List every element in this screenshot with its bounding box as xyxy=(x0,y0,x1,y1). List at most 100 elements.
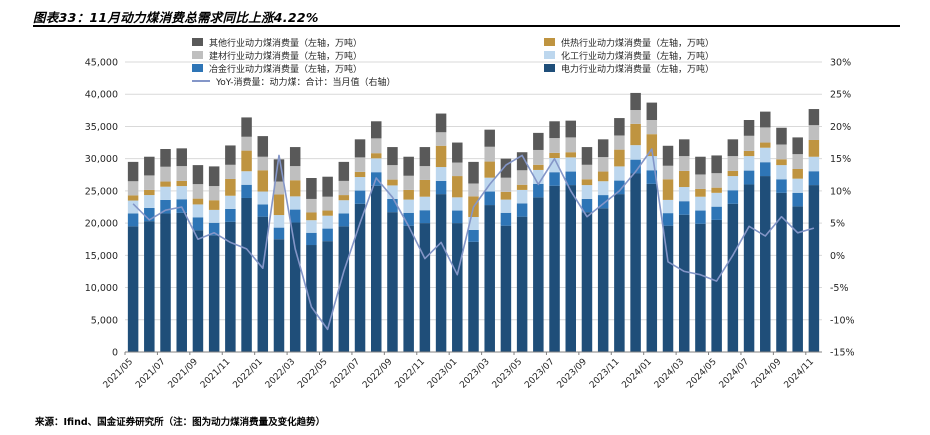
bar-segment-chemical xyxy=(468,216,479,230)
bar-segment-chemical xyxy=(727,176,739,191)
y-axis-right-label: 15% xyxy=(830,154,851,165)
x-axis-label: 2024/03 xyxy=(653,357,687,391)
bar-segment-heating xyxy=(776,159,787,166)
chart-legend: 其他行业动力煤消费量（左轴，万吨） 建材行业动力煤消费量（左轴，万吨） 冶金行业动力… xyxy=(192,37,715,88)
bar-segment-power xyxy=(597,208,609,352)
bar-segment-other xyxy=(289,147,301,167)
bar-segment-building xyxy=(354,157,366,172)
bar-segment-heating xyxy=(289,180,301,197)
bar-segment-power xyxy=(192,230,204,352)
series-swatch-icon xyxy=(192,38,203,46)
x-axis-label: 2024/07 xyxy=(718,357,752,391)
bar-segment-power xyxy=(273,239,285,352)
bar-segment-building xyxy=(338,180,350,196)
figure-footer: 来源：Ifind、国金证券研究所（注：图为动力煤消费量及变化趋势） xyxy=(35,414,325,428)
bar-segment-other xyxy=(306,178,317,199)
bar-segment-power xyxy=(727,203,739,352)
bar-segment-building xyxy=(565,137,577,153)
bar-segment-chemical xyxy=(452,197,463,211)
bar-segment-heating xyxy=(419,179,431,197)
bar-segment-metallurgy xyxy=(338,213,350,227)
bar-segment-metallurgy xyxy=(192,217,204,231)
bar-segment-heating xyxy=(678,170,690,188)
bar-segment-power xyxy=(176,212,187,352)
bar-segment-other xyxy=(630,92,641,111)
bar-segment-heating xyxy=(792,168,803,179)
bar-segment-heating xyxy=(160,181,171,187)
legend-label: 供热行业动力煤消费量（左轴，万吨） xyxy=(561,38,715,49)
bar-segment-other xyxy=(176,148,187,167)
bar-segment-power xyxy=(743,184,755,352)
bar-segment-metallurgy xyxy=(808,171,820,186)
bar-segment-other xyxy=(533,132,544,150)
y-axis-right-label: 10% xyxy=(830,186,851,197)
x-axis-label: 2022/09 xyxy=(361,357,395,391)
bar-segment-chemical xyxy=(695,196,706,211)
bar-segment-building xyxy=(289,166,301,181)
bar-segment-other xyxy=(257,136,269,157)
bar-segment-building xyxy=(241,136,252,151)
bar-segment-power xyxy=(144,221,155,352)
bar-segment-other xyxy=(370,121,382,139)
bar-segment-building xyxy=(581,164,593,180)
bar-segment-metallurgy xyxy=(144,207,155,222)
bar-segment-heating xyxy=(144,189,155,196)
x-axis-label: 2023/05 xyxy=(491,357,525,391)
bar-segment-other xyxy=(760,111,771,128)
y-axis-right-label: 30% xyxy=(830,58,851,69)
x-axis-label: 2021/11 xyxy=(199,357,233,391)
bar-segment-building xyxy=(370,138,382,154)
legend-label: 电力行业动力煤消费量（左轴，万吨） xyxy=(561,64,715,75)
bar-segment-chemical xyxy=(144,195,155,208)
bar-segment-building xyxy=(144,175,155,190)
legend-label: YoY-消费量：动力煤：合计：当月值（右轴） xyxy=(216,77,396,88)
bar-segment-metallurgy xyxy=(792,192,803,207)
yoy-line-marker-icon xyxy=(192,80,210,82)
bar-segment-chemical xyxy=(127,200,139,214)
x-axis-label: 2024/11 xyxy=(783,357,817,391)
bar-segment-other xyxy=(468,161,479,184)
x-axis-label: 2024/05 xyxy=(685,357,719,391)
bar-segment-metallurgy xyxy=(435,180,447,195)
bar-segment-other xyxy=(241,117,252,137)
bar-segment-chemical xyxy=(241,171,252,185)
y-axis-right-label: 5% xyxy=(830,219,845,230)
y-axis-left-label: 10,000 xyxy=(85,283,118,294)
bar-segment-heating xyxy=(727,170,739,177)
legend-item-chemical: 化工行业动力煤消费量（左轴，万吨） xyxy=(544,50,714,62)
x-axis-label: 2023/07 xyxy=(523,357,557,391)
bar-segment-heating xyxy=(257,170,269,192)
bar-segment-power xyxy=(549,185,560,352)
bar-segment-other xyxy=(614,118,625,136)
bar-segment-heating xyxy=(614,149,625,167)
bar-segment-chemical xyxy=(776,165,787,180)
legend-item-other: 其他行业动力煤消费量（左轴，万吨） xyxy=(192,37,544,49)
y-axis-left-label: 40,000 xyxy=(85,90,118,101)
bar-segment-other xyxy=(484,129,495,147)
series-swatch-icon xyxy=(192,51,203,59)
bar-segment-heating xyxy=(370,153,382,159)
y-axis-left-label: 15,000 xyxy=(85,251,118,262)
bar-segment-other xyxy=(225,145,236,165)
bar-segment-metallurgy xyxy=(760,162,771,177)
bar-segment-chemical xyxy=(289,196,301,210)
bar-segment-building xyxy=(792,154,803,169)
x-axis-label: 2024/01 xyxy=(620,357,654,391)
x-axis-label: 2023/03 xyxy=(458,357,492,391)
bar-segment-heating xyxy=(808,139,820,157)
bar-segment-building xyxy=(306,198,317,213)
bar-segment-power xyxy=(792,206,803,352)
bar-segment-power xyxy=(581,212,593,352)
series-swatch-icon xyxy=(544,64,555,72)
bar-segment-metallurgy xyxy=(387,198,398,213)
bar-segment-metallurgy xyxy=(273,227,285,240)
bar-segment-power xyxy=(468,241,479,352)
bar-segment-building xyxy=(727,156,739,171)
bar-segment-building xyxy=(808,125,820,140)
x-axis-label: 2024/09 xyxy=(750,357,784,391)
y-axis-left-label: 0 xyxy=(112,348,118,359)
bar-segment-chemical xyxy=(565,157,577,172)
bar-segment-building xyxy=(192,184,204,199)
bar-segment-power xyxy=(500,225,512,352)
bar-segment-chemical xyxy=(160,186,171,200)
